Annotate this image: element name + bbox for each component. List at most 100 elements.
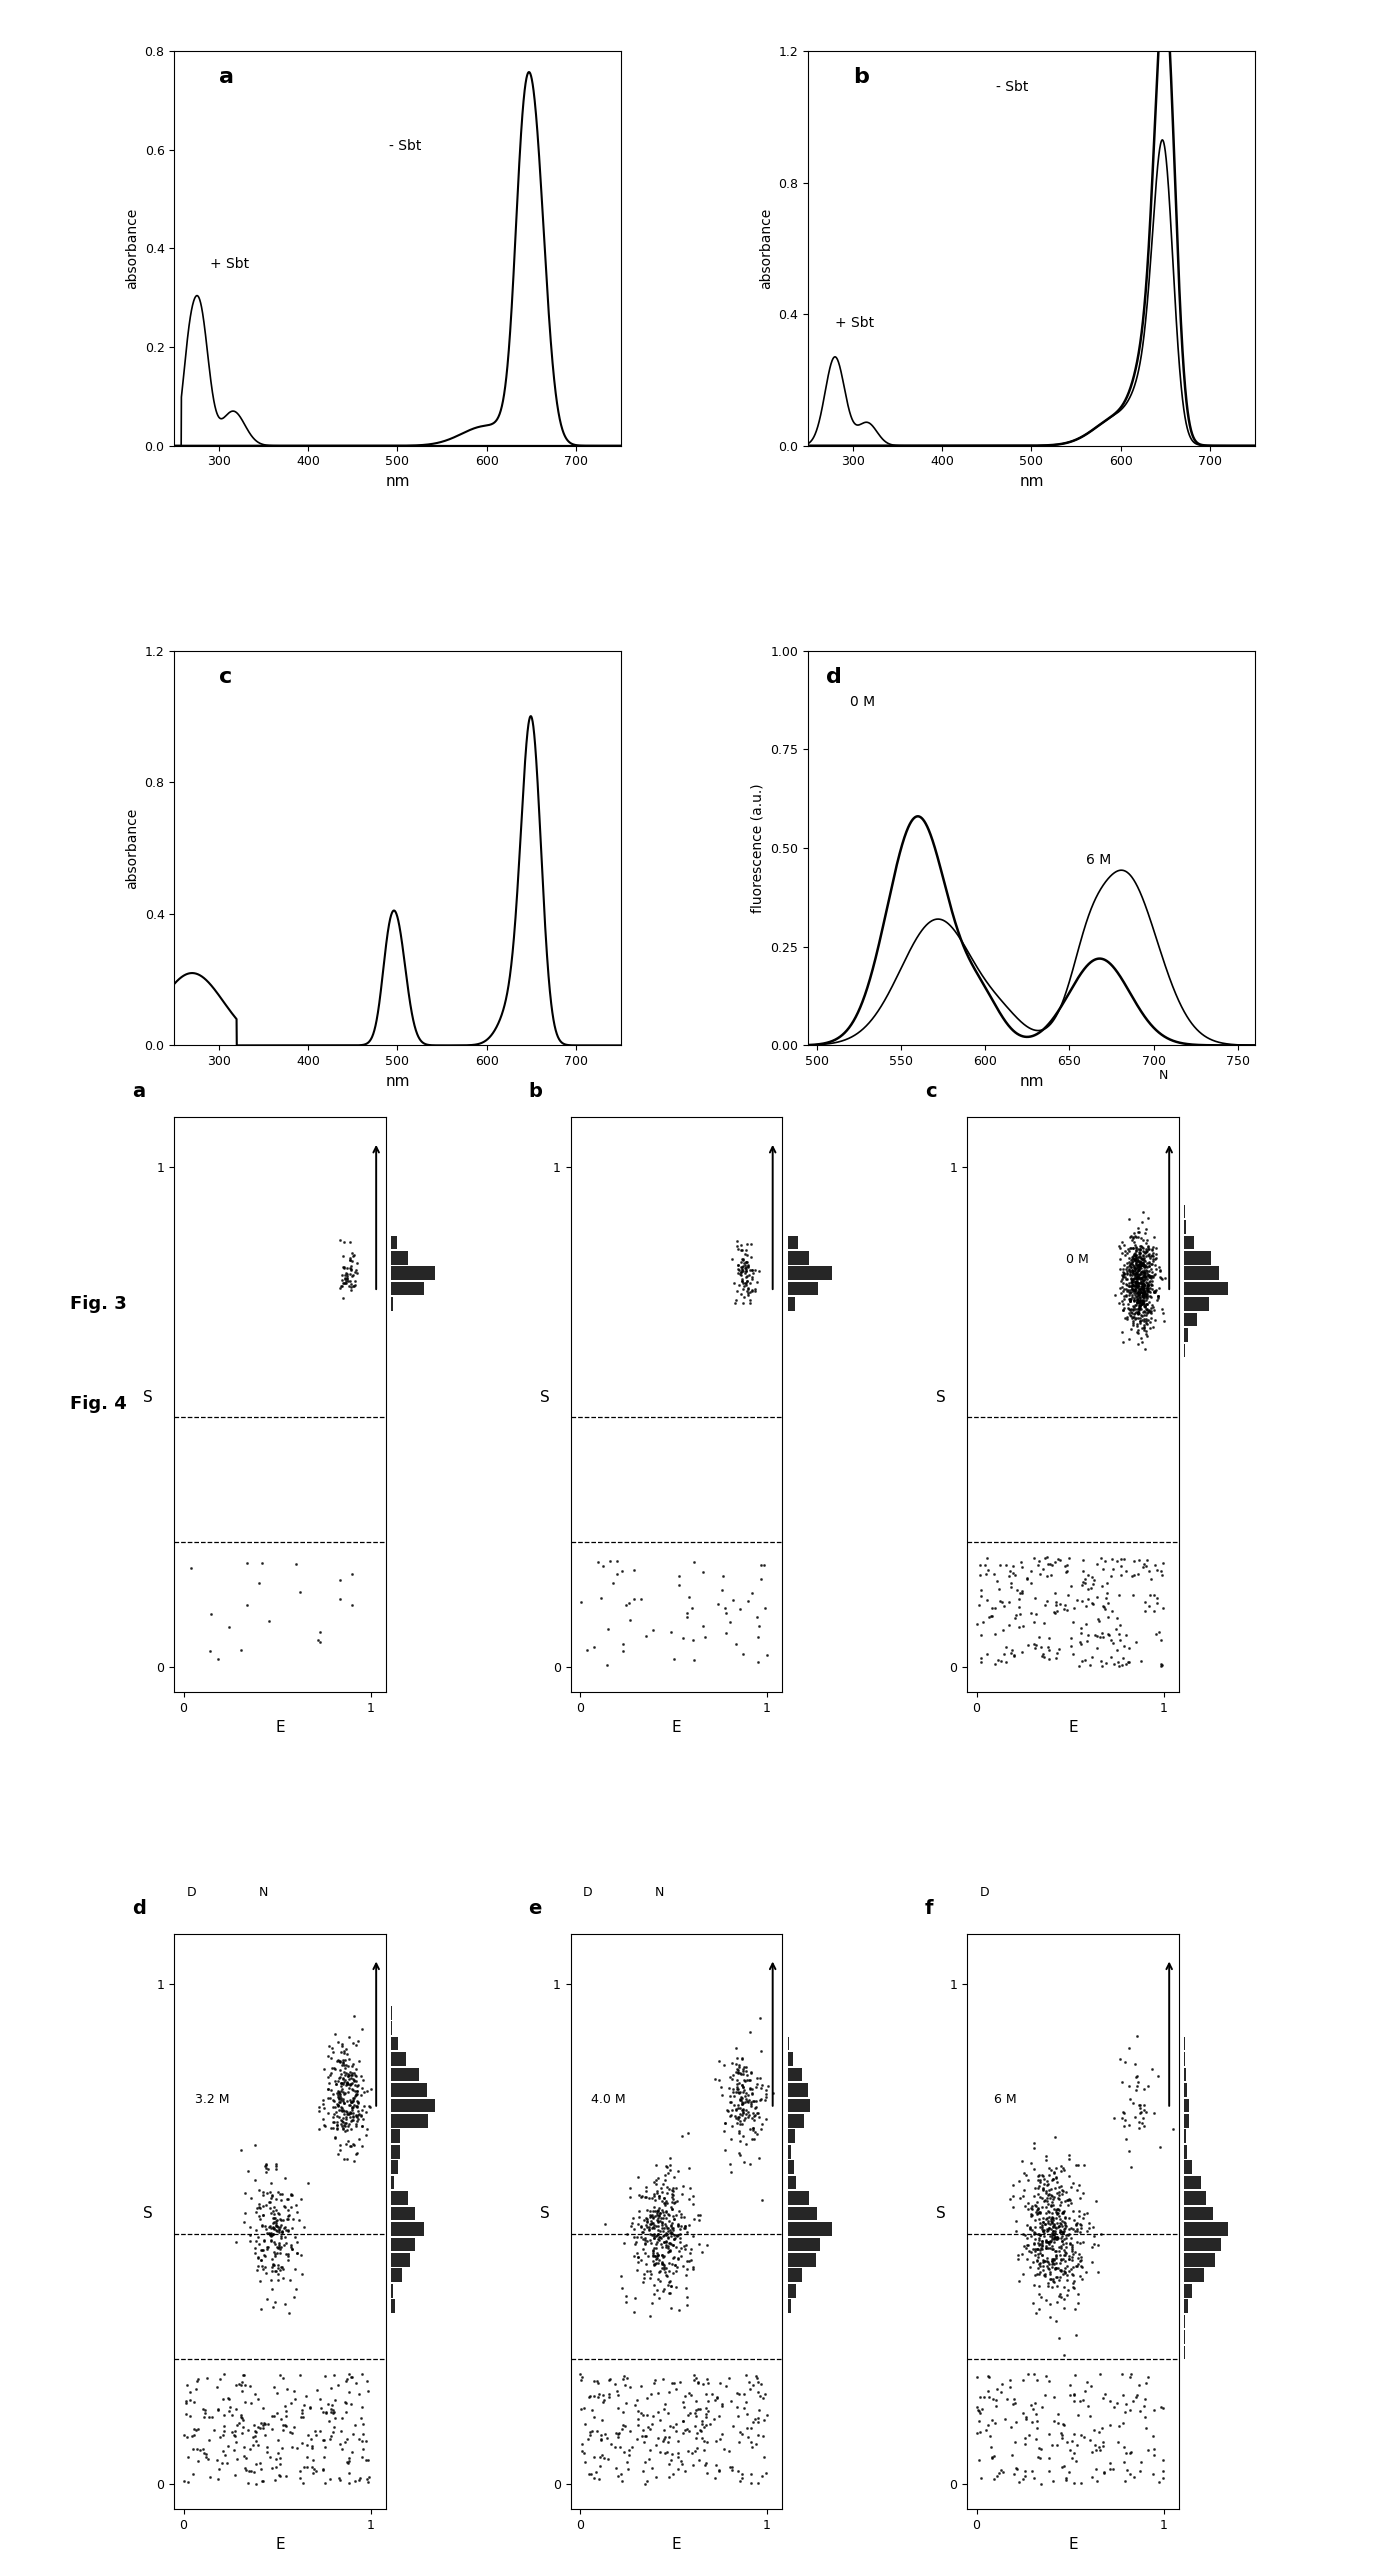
- Point: [1083, 1559, 1105, 1600]
- Point: [1112, 1638, 1135, 1679]
- Point: [1005, 2447, 1027, 2488]
- Point: [354, 2115, 376, 2156]
- Point: [1117, 1244, 1139, 1285]
- Point: [1133, 1308, 1156, 1349]
- Point: [664, 2158, 686, 2199]
- Point: [1083, 2409, 1105, 2450]
- Point: [658, 2273, 680, 2314]
- Point: [1110, 1539, 1132, 1580]
- Point: [326, 2104, 348, 2145]
- Point: [1133, 1213, 1156, 1254]
- Point: [1058, 2209, 1080, 2250]
- Point: [350, 2107, 372, 2148]
- Point: [1108, 1239, 1131, 1280]
- Point: [668, 1556, 690, 1597]
- Point: [262, 2222, 284, 2263]
- Point: [1124, 1247, 1146, 1288]
- Point: [696, 2422, 718, 2463]
- Point: [343, 2140, 365, 2181]
- Point: [714, 1587, 736, 1628]
- Point: [1033, 2255, 1055, 2296]
- Point: [256, 2227, 279, 2268]
- Point: [286, 2232, 308, 2273]
- Point: [1071, 2245, 1093, 2286]
- Point: [1047, 2189, 1069, 2230]
- Point: [735, 1252, 757, 1293]
- Point: [1136, 1275, 1158, 1316]
- Point: [1023, 2199, 1046, 2240]
- Point: [1054, 2181, 1076, 2222]
- Point: [662, 2196, 684, 2237]
- Point: [970, 1641, 993, 1682]
- Point: [732, 1262, 754, 1303]
- Point: [1142, 2417, 1164, 2458]
- Point: [629, 2173, 651, 2214]
- Point: [744, 2399, 767, 2440]
- Point: [620, 2202, 643, 2243]
- Point: [1029, 2214, 1051, 2255]
- Point: [1122, 1252, 1144, 1293]
- Point: [283, 2276, 305, 2317]
- Point: [265, 2373, 287, 2414]
- Point: [719, 2143, 742, 2184]
- Point: [1126, 1257, 1149, 1298]
- Point: [1048, 2212, 1071, 2253]
- Point: [322, 2048, 344, 2089]
- Point: [1050, 2181, 1072, 2222]
- Point: [1041, 1544, 1064, 1585]
- Point: [664, 2245, 686, 2286]
- Point: [644, 2217, 666, 2258]
- Point: [1041, 2214, 1064, 2255]
- Point: [1030, 2222, 1052, 2263]
- Point: [666, 2214, 689, 2255]
- Point: [1125, 1242, 1147, 1283]
- Point: [329, 2048, 351, 2089]
- Point: [585, 2412, 608, 2452]
- Y-axis label: S: S: [144, 2207, 153, 2222]
- Point: [983, 2378, 1005, 2419]
- Point: [1002, 1636, 1025, 1677]
- Point: [1044, 2207, 1066, 2248]
- Point: [1135, 1283, 1157, 1324]
- Point: [1029, 2207, 1051, 2248]
- Point: [1128, 1275, 1150, 1316]
- Point: [990, 1580, 1012, 1620]
- Point: [725, 1226, 747, 1267]
- Point: [662, 2225, 684, 2266]
- Point: [1135, 1288, 1157, 1329]
- Point: [1121, 1265, 1143, 1306]
- Point: [665, 2168, 687, 2209]
- Point: [754, 2079, 776, 2120]
- Point: [1039, 2220, 1061, 2260]
- Point: [655, 2181, 677, 2222]
- Point: [1023, 1539, 1046, 1580]
- Point: [1051, 2173, 1073, 2214]
- Point: [1048, 1582, 1071, 1623]
- Point: [622, 2209, 644, 2250]
- Point: [728, 2097, 750, 2138]
- Point: [332, 1260, 354, 1300]
- Point: [1125, 1216, 1147, 1257]
- Point: [655, 2248, 677, 2289]
- Point: [173, 2460, 195, 2501]
- Point: [348, 2460, 371, 2501]
- Point: [725, 2102, 747, 2143]
- Point: [630, 2204, 652, 2245]
- Point: [326, 2076, 348, 2117]
- Point: [312, 2104, 335, 2145]
- Point: [332, 1277, 354, 1318]
- Point: [1052, 2445, 1075, 2486]
- Point: [1119, 1290, 1142, 1331]
- Point: [651, 2217, 673, 2258]
- Point: [1131, 1270, 1153, 1311]
- Point: [1002, 2452, 1025, 2493]
- Point: [1018, 2230, 1040, 2271]
- Point: [619, 2176, 641, 2217]
- Point: [1140, 1277, 1163, 1318]
- Point: [328, 2084, 350, 2125]
- Point: [1133, 1272, 1156, 1313]
- Point: [636, 2378, 658, 2419]
- Point: [329, 1559, 351, 1600]
- Point: [736, 2061, 758, 2102]
- Point: [1064, 1587, 1086, 1628]
